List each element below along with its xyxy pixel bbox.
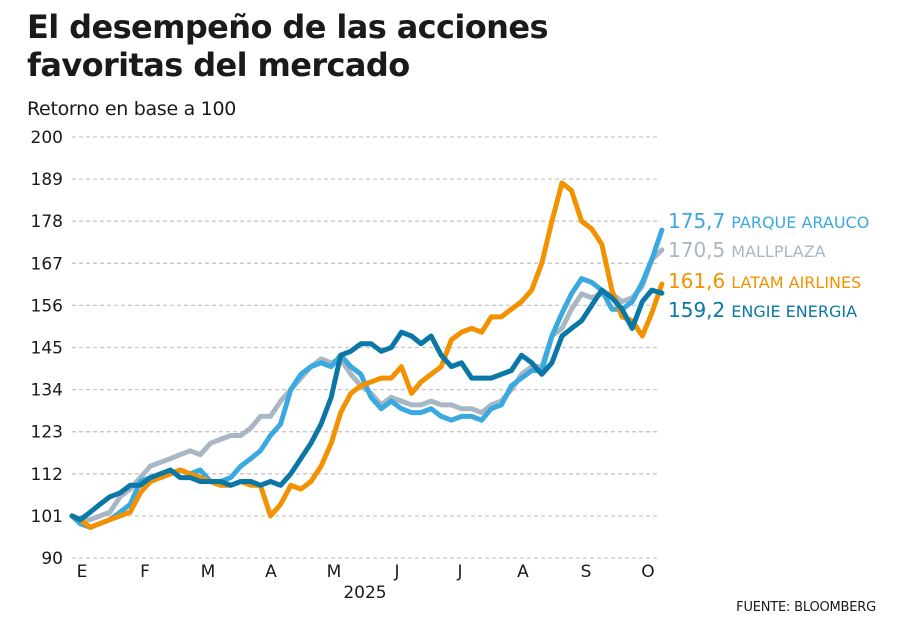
x-tick-label: F xyxy=(140,562,150,582)
chart-title-line: El desempeño de las acciones xyxy=(27,8,549,46)
end-label-name: LATAM AIRLINES xyxy=(731,273,861,292)
series-lines xyxy=(69,180,665,530)
chart-title-line: favoritas del mercado xyxy=(27,46,410,84)
series-line-parque-arauco xyxy=(69,227,665,530)
x-tick-label: J xyxy=(456,562,462,582)
y-tick-label: 189 xyxy=(31,170,63,190)
x-tick-label: E xyxy=(77,562,88,582)
chart-title-line-1: El desempeño de las acciones favoritas de… xyxy=(27,8,549,84)
end-label: 159,2 ENGIE ENERGIA xyxy=(668,298,857,322)
end-label: 170,5 MALLPLAZA xyxy=(668,238,826,262)
x-tick-label: O xyxy=(641,562,654,582)
end-label: 175,7 PARQUE ARAUCO xyxy=(668,209,869,233)
end-label-name: MALLPLAZA xyxy=(731,242,825,261)
y-tick-label: 167 xyxy=(31,254,63,274)
chart-title: El desempeño de las acciones favoritas de… xyxy=(27,8,549,84)
end-label-value: 175,7 xyxy=(668,209,725,233)
y-tick-label: 178 xyxy=(31,212,63,232)
x-axis-label: 2025 xyxy=(343,583,386,603)
end-labels: 175,7 PARQUE ARAUCO 170,5 MALLPLAZA 161,6 LAT… xyxy=(668,209,869,322)
y-tick-label: 134 xyxy=(31,381,63,401)
end-label-value: 170,5 xyxy=(668,238,725,262)
x-tick-label: A xyxy=(517,562,529,582)
chart-subtitle: Retorno en base a 100 xyxy=(27,98,237,120)
y-tick-label: 156 xyxy=(31,296,63,316)
y-tick-label: 145 xyxy=(31,339,63,359)
x-tick-label: M xyxy=(201,562,216,582)
x-tick-label: S xyxy=(581,562,592,582)
x-tick-label: J xyxy=(393,562,399,582)
source-note: FUENTE: BLOOMBERG xyxy=(736,600,876,615)
end-label-value: 161,6 xyxy=(668,269,725,293)
y-tick-label: 112 xyxy=(31,465,63,485)
x-tick-label: M xyxy=(327,562,342,582)
end-label-name: ENGIE ENERGIA xyxy=(731,302,857,321)
gridlines xyxy=(72,136,660,559)
series-line-engie-energia xyxy=(69,287,665,523)
series-line-latam-airlines xyxy=(69,180,665,530)
y-tick-label: 101 xyxy=(31,507,63,527)
y-tick-label: 90 xyxy=(41,549,63,569)
y-axis-ticks: 200 189 178 167 156 145 134 123 112 101 90 xyxy=(31,128,63,569)
end-label-value: 159,2 xyxy=(668,298,725,322)
end-label: 161,6 LATAM AIRLINES xyxy=(668,269,861,293)
x-tick-label: A xyxy=(265,562,277,582)
y-tick-label: 123 xyxy=(31,423,63,443)
y-tick-label: 200 xyxy=(31,128,63,148)
end-label-name: PARQUE ARAUCO xyxy=(731,213,869,232)
